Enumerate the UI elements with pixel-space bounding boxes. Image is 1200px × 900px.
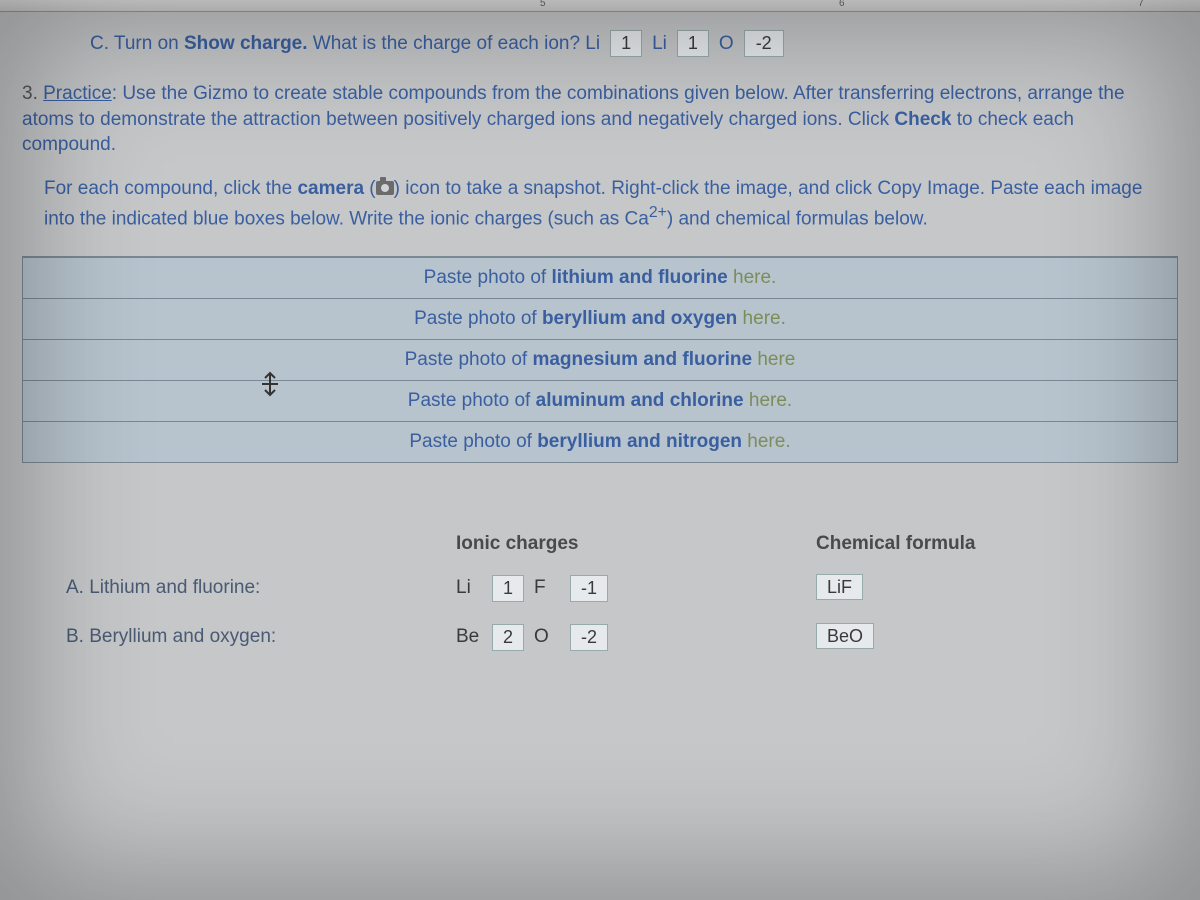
label-li: Li <box>652 33 667 55</box>
formula-cell-b: BeO <box>816 626 874 648</box>
ionic-cell-b: Be 2 O -2 <box>456 624 816 651</box>
header-ionic-charges: Ionic charges <box>456 533 816 555</box>
header-chemical-formula: Chemical formula <box>816 533 1134 555</box>
symbol-li: Li <box>456 577 482 599</box>
question-3-text: 3. Practice: Use the Gizmo to create sta… <box>22 81 1172 158</box>
paste-row-lithium-fluorine[interactable]: Paste photo of lithium and fluorine here… <box>23 257 1177 298</box>
paste-photo-table: Paste photo of lithium and fluorine here… <box>22 256 1178 463</box>
answers-section: Ionic charges Chemical formula A. Lithiu… <box>66 533 1134 651</box>
answer-f-ionic[interactable]: -1 <box>570 575 608 602</box>
row-lithium-fluorine: A. Lithium and fluorine: Li 1 F -1 LiF <box>66 575 1134 602</box>
answer-li-ionic[interactable]: 1 <box>492 575 524 602</box>
answers-header-row: Ionic charges Chemical formula <box>66 533 1134 555</box>
question-c-text: C. Turn on Show charge. What is the char… <box>90 33 600 55</box>
paste-row-magnesium-fluorine[interactable]: Paste photo of magnesium and fluorine he… <box>23 339 1177 380</box>
label-beryllium-oxygen: B. Beryllium and oxygen: <box>66 626 456 648</box>
formula-cell-a: LiF <box>816 577 863 599</box>
answer-li-charge-2[interactable]: 1 <box>677 30 709 57</box>
answer-o-charge[interactable]: -2 <box>744 30 784 57</box>
question-c-line: C. Turn on Show charge. What is the char… <box>90 30 1178 57</box>
paste-row-beryllium-oxygen[interactable]: Paste photo of beryllium and oxygen here… <box>23 298 1177 339</box>
answer-li-charge-1[interactable]: 1 <box>610 30 642 57</box>
paste-row-beryllium-nitrogen[interactable]: Paste photo of beryllium and nitrogen he… <box>23 421 1177 462</box>
ruler-bar <box>0 0 1200 12</box>
symbol-f: F <box>534 577 560 599</box>
camera-icon <box>376 181 394 195</box>
answer-formula-beo[interactable]: BeO <box>816 623 874 649</box>
ionic-cell-a: Li 1 F -1 <box>456 575 816 602</box>
row-beryllium-oxygen: B. Beryllium and oxygen: Be 2 O -2 BeO <box>66 624 1134 651</box>
answer-o-ionic[interactable]: -2 <box>570 624 608 651</box>
resize-handle-icon[interactable] <box>259 371 281 397</box>
symbol-o2: O <box>534 626 560 648</box>
answer-formula-lif[interactable]: LiF <box>816 574 863 600</box>
paste-row-aluminum-chlorine[interactable]: Paste photo of aluminum and chlorine her… <box>23 380 1177 421</box>
label-lithium-fluorine: A. Lithium and fluorine: <box>66 577 456 599</box>
label-o: O <box>719 33 734 55</box>
symbol-be: Be <box>456 626 482 648</box>
worksheet-page: C. Turn on Show charge. What is the char… <box>0 12 1200 651</box>
instruction-paragraph: For each compound, click the camera () i… <box>44 176 1172 232</box>
answer-be-ionic[interactable]: 2 <box>492 624 524 651</box>
